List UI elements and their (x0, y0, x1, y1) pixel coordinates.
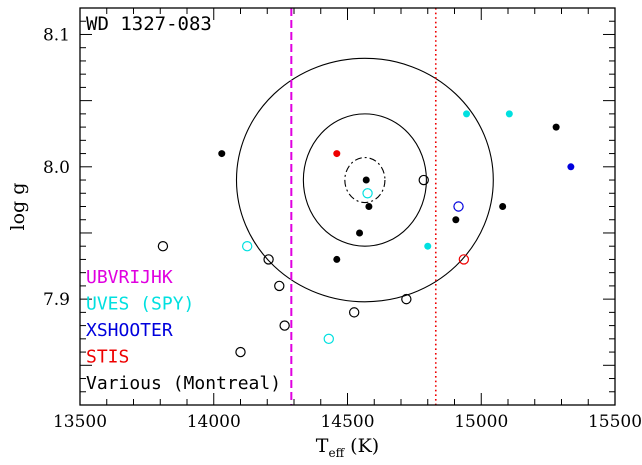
data-point-open (362, 188, 373, 199)
data-point-open (453, 201, 464, 212)
data-point-filled (365, 203, 373, 210)
chart-title: WD 1327-083 (86, 13, 212, 35)
data-point-open (241, 240, 253, 252)
legend-entry: Various (Montreal) (86, 373, 281, 394)
legend-entry: UBVRIJHK (86, 267, 173, 288)
legend: UBVRIJHK UVES (SPY) XSHOOTER STIS Various (M… (86, 267, 281, 394)
data-point-open (263, 254, 274, 265)
reference-lines (290, 8, 437, 405)
x-axis-label-main: T (316, 435, 329, 457)
data-points (157, 110, 575, 358)
data-point-open (401, 293, 412, 305)
x-axis-label: Teff (K) (316, 435, 379, 460)
data-point-filled (552, 123, 560, 131)
data-point-filled (356, 229, 364, 237)
data-point-open (235, 346, 246, 358)
data-point-filled (505, 110, 513, 118)
data-point-open (279, 320, 290, 331)
data-point-filled (463, 110, 471, 118)
y-tick-label: 7.9 (43, 290, 70, 310)
y-tick-label: 8.1 (43, 25, 70, 45)
x-tick-label: 15000 (454, 412, 508, 432)
data-point-filled (567, 163, 575, 171)
axis-ticks (79, 7, 616, 406)
x-axis-label-unit: (K) (344, 435, 379, 457)
data-point-open (157, 240, 169, 252)
legend-entry: UVES (SPY) (86, 294, 194, 315)
tick-labels: 13500 14000 14500 15000 15500 7.9 8.0 8.1 (43, 25, 642, 432)
x-tick-label: 15500 (588, 412, 642, 432)
x-tick-label: 14500 (320, 412, 374, 432)
data-point-filled (333, 150, 341, 158)
legend-entry: STIS (86, 347, 129, 368)
data-point-open (323, 333, 334, 345)
data-point-filled (333, 255, 341, 263)
data-point-filled (499, 203, 507, 210)
data-point-open (348, 307, 360, 318)
data-point-open (274, 280, 285, 292)
x-tick-label: 13500 (53, 412, 107, 432)
data-point-filled (362, 176, 370, 184)
confidence-contours (235, 57, 494, 303)
data-point-open (458, 254, 470, 265)
data-point-filled (452, 216, 460, 224)
contour-ellipse (235, 57, 494, 303)
x-tick-label: 14000 (187, 412, 241, 432)
y-axis-label: log g (7, 183, 29, 231)
legend-entry: XSHOOTER (86, 320, 173, 341)
x-axis-label-sub: eff (328, 446, 345, 460)
contour-ellipse (344, 156, 386, 204)
y-tick-label: 8.0 (43, 158, 70, 178)
data-point-filled (218, 150, 226, 158)
data-point-filled (424, 242, 432, 250)
data-point-open (418, 174, 429, 186)
contour-ellipse (302, 113, 427, 247)
plot-frame (79, 7, 616, 406)
